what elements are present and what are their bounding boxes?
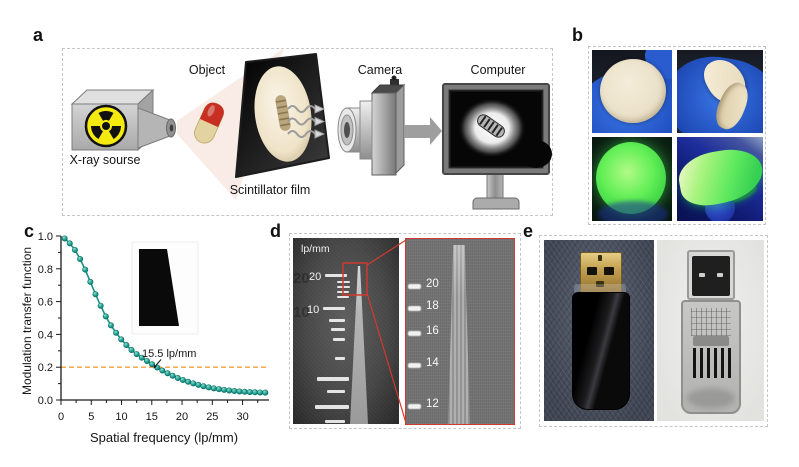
y-axis-title: Modulation transfer function	[20, 247, 34, 395]
svg-text:10: 10	[115, 411, 127, 423]
svg-text:5: 5	[88, 411, 94, 423]
scale-tick	[337, 291, 349, 293]
connector-slot	[717, 273, 723, 277]
svg-text:0.0: 0.0	[38, 395, 53, 407]
scale-tick	[337, 281, 350, 283]
scale-tick	[337, 286, 350, 288]
x-axis-title: Spatial frequency (lp/mm)	[90, 430, 238, 445]
line-pair-wedge	[350, 266, 368, 424]
zoom-scale-tick	[408, 404, 421, 409]
svg-text:30: 30	[236, 411, 248, 423]
wedge-zoom-band	[448, 245, 470, 424]
scale-tick	[329, 319, 345, 322]
panel-a-label: a	[33, 25, 44, 45]
scale-tick	[333, 338, 345, 341]
scale-label-20: 20	[309, 271, 322, 283]
panel-a-frame	[62, 48, 553, 216]
photo-film-glowing-flat	[592, 137, 672, 221]
scintillator-film-label: Scintillator film	[229, 183, 311, 197]
ghost-scale-label: 20	[293, 270, 310, 287]
svg-text:25: 25	[206, 411, 218, 423]
zoom-scale-tick	[408, 306, 421, 311]
zoom-scale-tick	[408, 331, 421, 336]
computer-label: Computer	[470, 63, 526, 77]
panel-d-label: d	[270, 221, 281, 241]
connector-slot	[598, 255, 602, 261]
svg-text:1.0: 1.0	[38, 231, 53, 243]
resolution-zoom-image: 20 18 16 14 12	[405, 238, 515, 425]
scale-tick	[325, 420, 345, 423]
chart-inset-image	[131, 241, 199, 335]
zoom-scale-label: 14	[426, 357, 439, 369]
zoom-scale-label: 18	[426, 300, 439, 312]
usb-xray-image	[657, 240, 764, 421]
usb-connector	[580, 252, 622, 294]
usb-photo-image	[544, 240, 654, 421]
panel-d-frame	[289, 233, 521, 429]
object-label: Object	[188, 63, 226, 77]
panel-b-label: b	[572, 25, 583, 45]
zoom-scale-label: 16	[426, 325, 439, 337]
connector-hole	[587, 267, 597, 275]
mtf-annotation: 15.5 lp/mm	[142, 348, 196, 360]
svg-text:0.8: 0.8	[38, 264, 53, 276]
camera-label: Camera	[357, 63, 403, 77]
xray-connector-core	[692, 256, 730, 296]
svg-text:0: 0	[58, 411, 64, 423]
scale-tick	[327, 390, 345, 393]
ghost-scale-label: 10	[293, 304, 310, 321]
xray-source-label: X-ray sourse	[69, 153, 141, 167]
connector-hole	[604, 267, 614, 275]
scale-tick	[317, 377, 349, 381]
zoom-scale-tick	[408, 363, 421, 368]
resolution-target-image: 20 10 lp/mm 20 10	[293, 238, 399, 424]
panel-e-frame	[539, 235, 768, 427]
circuit-traces	[691, 308, 731, 336]
svg-text:0.2: 0.2	[38, 362, 53, 374]
scale-label-10: 10	[307, 304, 320, 316]
scale-tick	[323, 307, 345, 310]
connector-slot	[699, 273, 705, 277]
svg-text:0.6: 0.6	[38, 297, 53, 309]
glove-shadow	[598, 201, 668, 221]
svg-text:15: 15	[146, 411, 158, 423]
svg-text:20: 20	[176, 411, 188, 423]
scale-tick	[325, 274, 347, 277]
photo-film-daylight-bent	[677, 50, 763, 133]
zoom-scale-label: 20	[426, 278, 439, 290]
connector-slot	[596, 281, 604, 287]
zoom-scale-label: 12	[426, 398, 439, 410]
usb-body	[572, 292, 630, 410]
pin-comb	[693, 348, 733, 378]
mtf-chart: 0 5 10 15 20 25 30 0.0 0.2 0.4 0.6 0.8 1.0 15.5 lp/m…	[20, 231, 269, 445]
scintillator-disc	[600, 59, 666, 123]
xray-usb-body	[681, 300, 741, 414]
usb-collar	[574, 284, 626, 294]
panel-b-frame	[588, 46, 766, 225]
photo-film-daylight-flat	[592, 50, 672, 133]
scale-tick	[335, 357, 345, 360]
chart-plot-area: 0 5 10 15 20 25 30 0.0 0.2 0.4 0.6 0.8 1.0	[38, 231, 269, 423]
glowing-sheet	[677, 144, 763, 210]
lp-mm-unit-label: lp/mm	[301, 243, 330, 255]
panel-e-label: e	[523, 221, 534, 241]
panel-c-label: c	[24, 221, 35, 241]
scale-tick	[337, 296, 349, 298]
chip-shadow	[693, 336, 729, 346]
annotation-arrow-icon	[153, 359, 162, 369]
zoom-scale-tick	[408, 284, 421, 289]
scale-tick	[331, 328, 345, 331]
bottom-shade	[687, 388, 735, 408]
photo-film-glowing-bent	[677, 137, 763, 221]
scale-tick	[315, 405, 349, 409]
svg-text:0.4: 0.4	[38, 329, 53, 341]
